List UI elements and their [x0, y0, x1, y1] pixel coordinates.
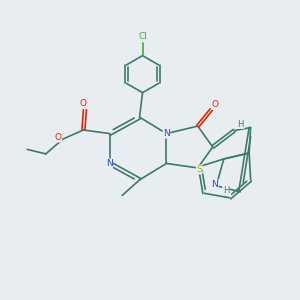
Text: O: O	[55, 133, 62, 142]
Text: H: H	[238, 119, 244, 128]
Text: O: O	[211, 100, 218, 109]
Text: O: O	[80, 99, 87, 108]
Text: N: N	[163, 129, 170, 138]
Text: S: S	[196, 165, 202, 174]
Text: N: N	[212, 180, 218, 189]
Text: H: H	[223, 186, 229, 195]
Text: N: N	[106, 159, 112, 168]
Text: Cl: Cl	[138, 32, 147, 41]
